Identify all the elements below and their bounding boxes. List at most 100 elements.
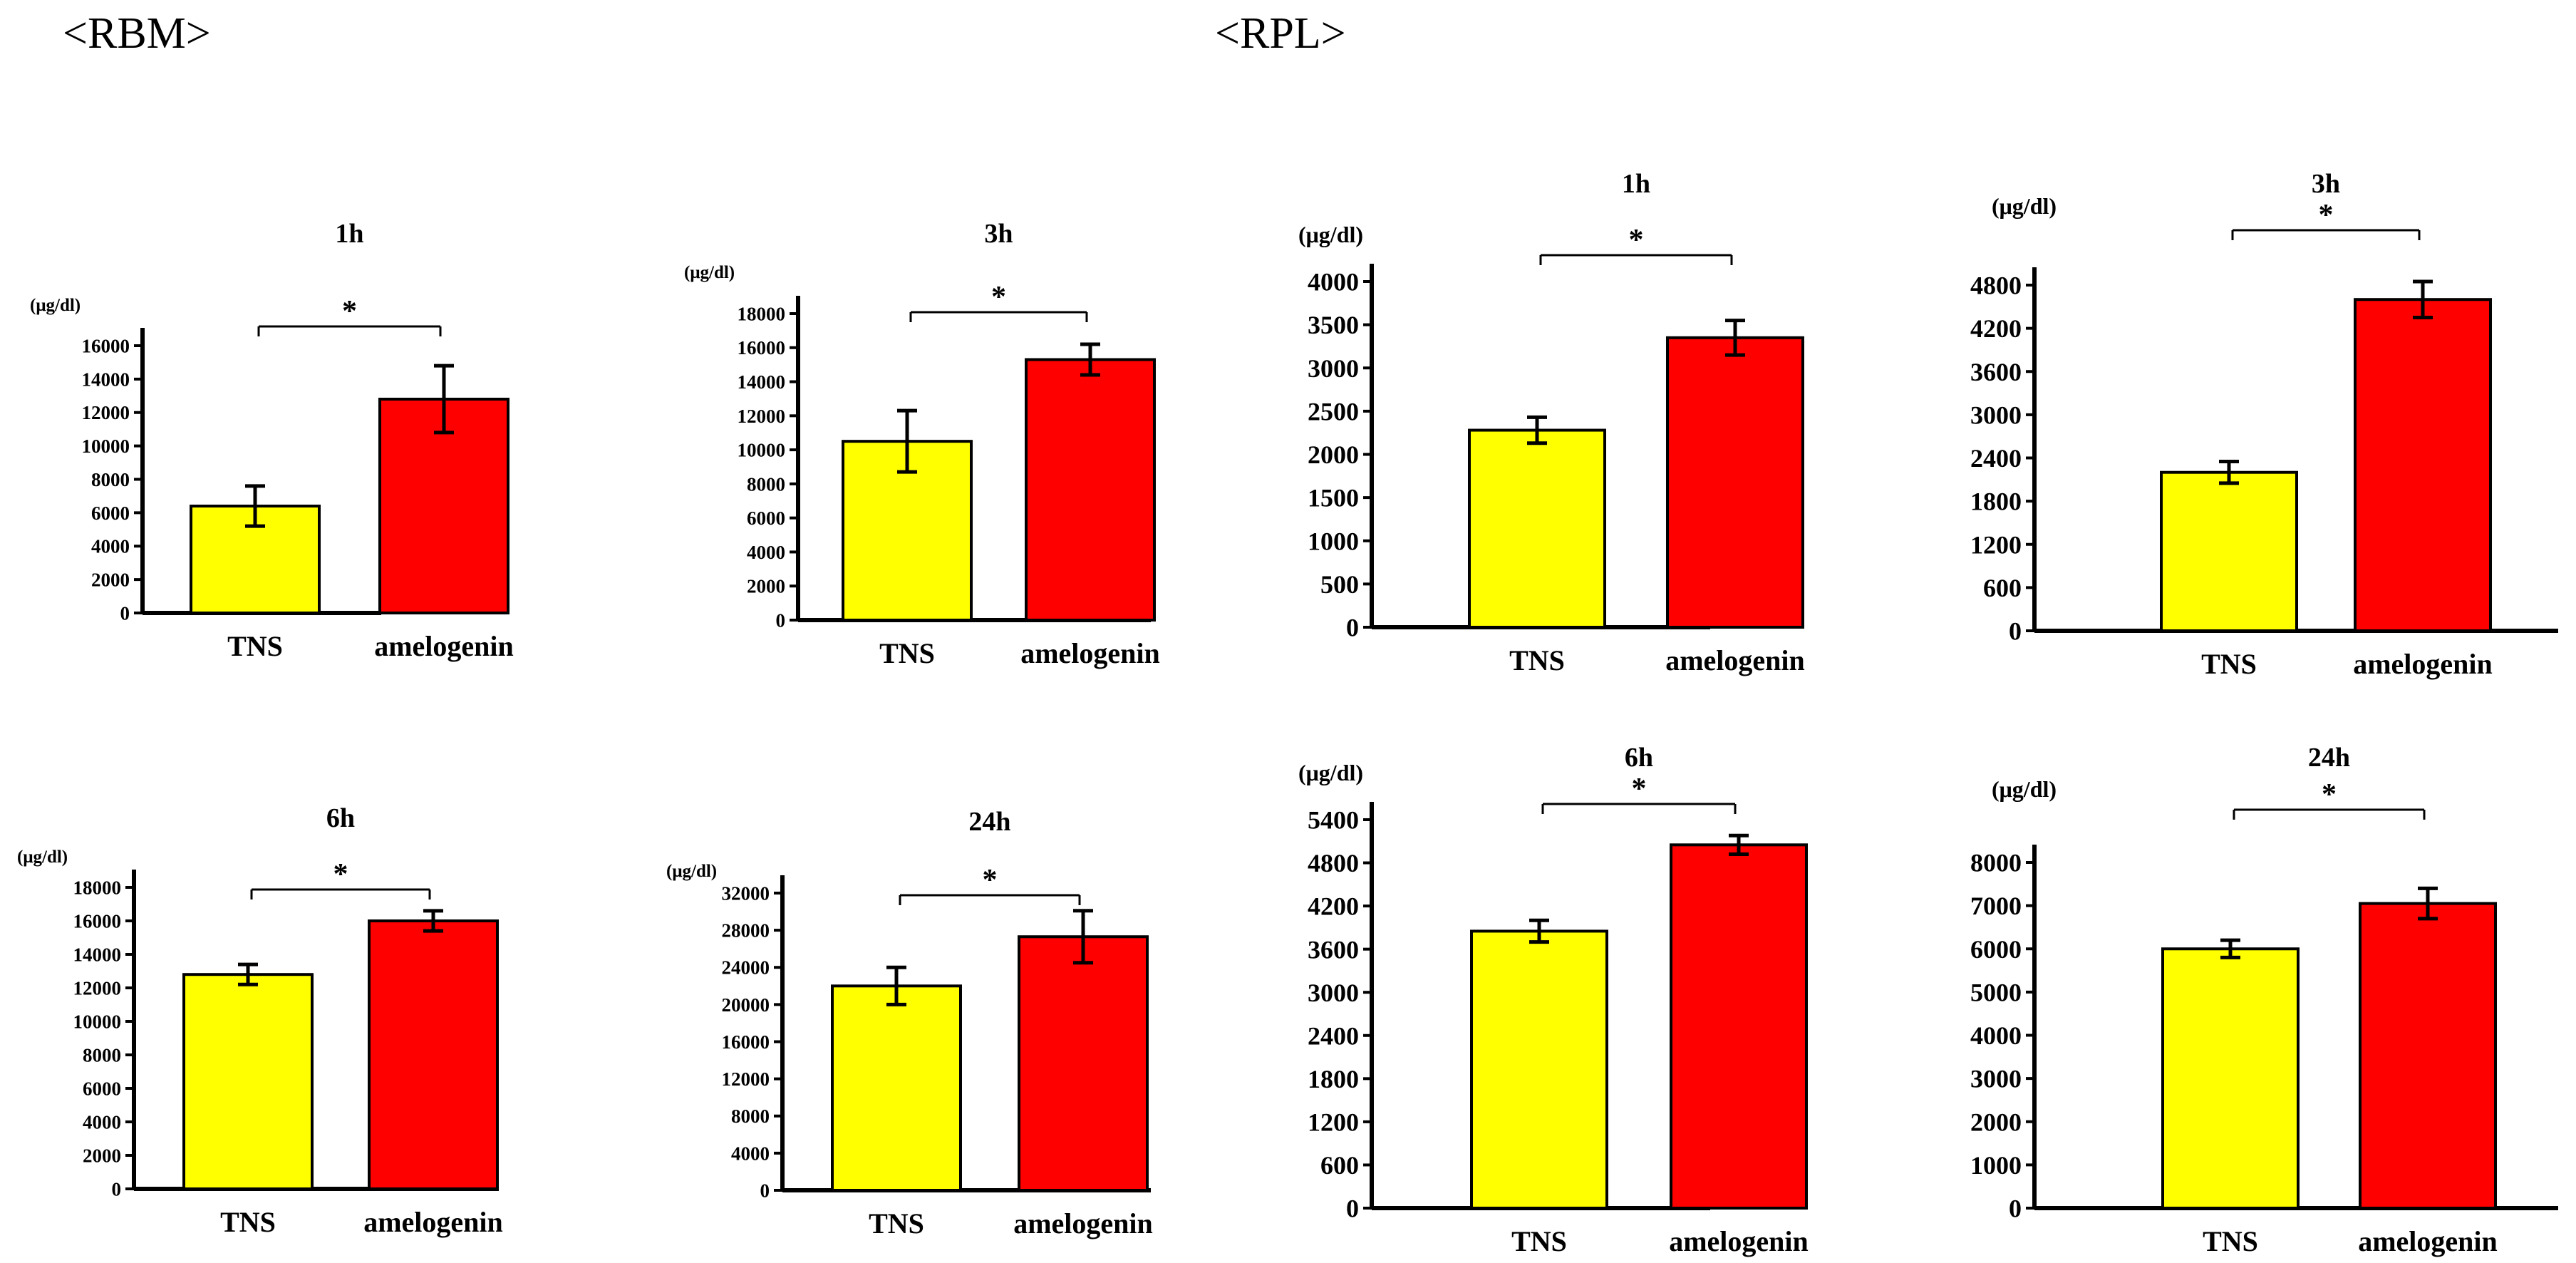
category-label-amelogenin: amelogenin [2353, 648, 2493, 680]
chart-title: 3h [2312, 169, 2340, 199]
y-tick-label: 0 [112, 1178, 122, 1200]
y-tick-label: 16000 [73, 910, 122, 932]
category-label-amelogenin: amelogenin [1669, 1225, 1809, 1257]
y-tick-label: 3600 [1970, 358, 2022, 386]
y-tick-label: 1200 [1308, 1108, 1359, 1136]
category-label-amelogenin: amelogenin [363, 1206, 503, 1238]
significance-marker: * [1632, 773, 1647, 805]
significance-marker: * [342, 295, 357, 328]
y-tick-label: 1800 [1308, 1065, 1359, 1093]
y-tick-label: 28000 [722, 920, 770, 942]
y-tick-label: 12000 [82, 402, 130, 423]
y-tick-label: 1000 [1308, 527, 1359, 555]
bar-tns [2161, 947, 2300, 1210]
y-axis-unit-label: (μg/dl) [1298, 222, 1363, 247]
category-label-tns: TNS [869, 1207, 924, 1239]
chart-rpl-6h: 6h (μg/dl) 0 600 1200 1800 2400 3000 3600 4200 480… [1298, 743, 1809, 1257]
y-tick-label: 4000 [731, 1143, 770, 1164]
category-label-tns: TNS [1509, 644, 1565, 676]
y-tick-label: 500 [1320, 570, 1359, 599]
y-tick-label: 18000 [738, 303, 786, 324]
y-tick-label: 4800 [1308, 849, 1359, 877]
y-tick-label: 3000 [1308, 979, 1359, 1007]
bar-amelogenin [1018, 935, 1149, 1192]
y-tick-label: 16000 [722, 1031, 770, 1053]
significance-marker: * [983, 864, 998, 897]
y-tick-label: 600 [1983, 574, 2022, 602]
y-tick-label: 3000 [1970, 1065, 2022, 1093]
y-tick-label: 24000 [722, 957, 770, 979]
chart-rpl-24h: 24h (μg/dl) 0 1000 2000 3000 4000 5000 6000 7000 8… [1970, 743, 2558, 1257]
y-tick-label: 14000 [82, 368, 130, 390]
y-tick-label: 2000 [1970, 1108, 2022, 1136]
y-tick-label: 0 [2009, 617, 2022, 646]
y-tick-label: 3000 [1970, 401, 2022, 429]
y-tick-label: 16000 [82, 335, 130, 356]
chart-rbm-6h: 6h (μg/dl) 0 2000 4000 6000 8000 10000 12000 1400… [17, 803, 503, 1238]
significance-marker: * [333, 858, 348, 891]
significance-marker: * [991, 281, 1006, 314]
y-axis-unit-label: (μg/dl) [1298, 760, 1363, 785]
y-tick-label: 0 [2009, 1195, 2022, 1223]
rpl-section-title: <RPL> [1215, 9, 1346, 58]
category-label-amelogenin: amelogenin [1665, 644, 1805, 676]
bar-amelogenin [378, 398, 509, 614]
significance-marker: * [1629, 224, 1644, 257]
category-label-amelogenin: amelogenin [1020, 637, 1160, 669]
y-tick-label: 5400 [1308, 806, 1359, 835]
y-tick-label: 2400 [1308, 1021, 1359, 1050]
y-tick-label: 0 [1346, 614, 1359, 642]
y-tick-label: 0 [776, 609, 786, 631]
significance-marker: * [2322, 778, 2337, 811]
y-tick-label: 0 [120, 602, 130, 624]
y-tick-label: 6000 [1970, 935, 2022, 964]
y-tick-label: 20000 [722, 994, 770, 1016]
y-tick-label: 6000 [91, 502, 130, 524]
category-label-tns: TNS [1511, 1225, 1567, 1257]
y-tick-label: 3600 [1308, 935, 1359, 964]
y-tick-label: 4000 [1970, 1021, 2022, 1050]
chart-rpl-1h: 1h (μg/dl) 0 500 1000 1500 2000 2500 3000 3500 400… [1298, 169, 1805, 676]
y-tick-label: 8000 [1970, 849, 2022, 877]
bar-amelogenin [2359, 902, 2497, 1210]
y-tick-label: 6000 [83, 1078, 121, 1099]
chart-title: 1h [1622, 169, 1650, 199]
category-label-tns: TNS [2201, 648, 2257, 680]
chart-title: 6h [326, 803, 355, 833]
y-tick-label: 4200 [1308, 892, 1359, 921]
category-label-tns: TNS [2203, 1225, 2258, 1257]
y-tick-label: 4800 [1970, 272, 2022, 300]
y-tick-label: 6000 [747, 507, 785, 529]
category-label-tns: TNS [879, 637, 935, 669]
y-tick-label: 8000 [731, 1105, 770, 1127]
chart-title: 24h [2308, 743, 2350, 773]
y-tick-label: 0 [1346, 1195, 1359, 1223]
y-tick-label: 12000 [738, 406, 786, 427]
y-tick-label: 4000 [91, 536, 130, 557]
chart-rbm-1h: 1h (μg/dl) 0 2000 4000 6000 8000 10000 12000 1400… [30, 219, 514, 662]
y-axis-unit-label: (μg/dl) [666, 862, 717, 881]
y-tick-label: 8000 [747, 473, 785, 495]
bar-tns [1468, 428, 1606, 629]
y-tick-label: 2400 [1970, 444, 2022, 473]
y-axis-unit-label: (μg/dl) [1992, 776, 2057, 802]
y-tick-label: 2000 [83, 1145, 121, 1166]
y-tick-label: 4000 [1308, 268, 1359, 297]
y-tick-label: 5000 [1970, 978, 2022, 1006]
bar-amelogenin [1025, 358, 1156, 622]
y-axis-unit-label: (μg/dl) [17, 847, 68, 867]
category-label-amelogenin: amelogenin [1013, 1207, 1153, 1239]
y-tick-label: 8000 [91, 469, 130, 490]
y-tick-label: 4000 [747, 542, 785, 563]
y-tick-label: 2000 [747, 576, 785, 597]
chart-title: 6h [1625, 743, 1653, 773]
significance-marker: * [2319, 199, 2334, 232]
category-label-tns: TNS [227, 630, 283, 662]
chart-rbm-3h: 3h (μg/dl) 0 2000 4000 6000 8000 10000 12000 1400… [684, 219, 1160, 669]
bar-tns [831, 984, 962, 1192]
bar-amelogenin [2354, 298, 2492, 632]
y-tick-label: 4000 [83, 1111, 121, 1133]
y-tick-label: 3000 [1308, 354, 1359, 383]
bar-tns [2160, 470, 2298, 632]
y-tick-label: 2000 [91, 569, 130, 591]
